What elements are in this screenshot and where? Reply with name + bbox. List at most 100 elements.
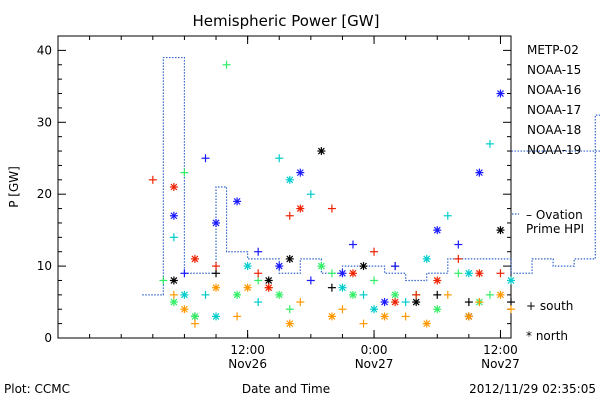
point-north-noaa-18 xyxy=(180,305,189,314)
point-north-noaa-16 xyxy=(243,262,252,271)
point-north-noaa-19 xyxy=(296,204,305,213)
point-south-noaa-17 xyxy=(485,290,494,299)
star-d2 xyxy=(275,291,283,299)
star-d2 xyxy=(170,183,178,191)
point-north-noaa-18 xyxy=(496,290,505,299)
point-south-noaa-17 xyxy=(454,269,463,278)
point-north-noaa-15 xyxy=(296,168,305,177)
point-south-noaa-18 xyxy=(359,319,368,328)
star-d2 xyxy=(423,320,431,328)
star-d2 xyxy=(381,298,389,306)
star-d2 xyxy=(497,226,504,234)
point-north-metp-02 xyxy=(169,276,178,285)
point-north-noaa-17 xyxy=(190,312,199,321)
point-south-noaa-17 xyxy=(159,276,168,285)
point-north-noaa-18 xyxy=(327,312,336,321)
point-south-noaa-16 xyxy=(201,290,210,299)
ovation-hpi-path xyxy=(142,56,600,296)
x-tick-time: 0:00 xyxy=(361,343,388,357)
star-d2 xyxy=(370,305,378,313)
point-south-noaa-19 xyxy=(327,204,336,213)
point-north-noaa-15 xyxy=(380,298,389,307)
point-south-noaa-16 xyxy=(169,233,178,242)
y-tick-label: 20 xyxy=(37,187,52,201)
point-north-noaa-17 xyxy=(169,298,178,307)
y-tick-label: 0 xyxy=(44,331,52,345)
star-d2 xyxy=(170,277,178,284)
point-south-noaa-15 xyxy=(391,262,400,271)
point-north-metp-02 xyxy=(285,254,294,263)
y-tick-label: 10 xyxy=(37,259,52,273)
point-north-metp-02 xyxy=(496,226,505,235)
star-d2 xyxy=(170,298,178,306)
legend: METP-02 NOAA-15 NOAA-16 NOAA-17 NOAA-18 NOAA-… xyxy=(512,43,584,343)
star-d2 xyxy=(244,284,252,292)
point-south-noaa-17 xyxy=(285,305,294,314)
point-north-noaa-17 xyxy=(433,305,442,314)
point-north-noaa-17 xyxy=(275,290,284,299)
star-d2 xyxy=(212,313,220,320)
point-north-noaa-19 xyxy=(475,269,484,278)
timestamp: 2012/11/29 02:35:05 xyxy=(469,382,596,396)
x-tick-date: Nov27 xyxy=(355,357,394,371)
star-d2 xyxy=(275,262,283,270)
data-points xyxy=(148,60,515,328)
point-south-metp-02 xyxy=(507,298,515,307)
star-d2 xyxy=(433,226,441,234)
legend-entry-noaa-16: NOAA-16 xyxy=(527,83,581,97)
star-d2 xyxy=(212,284,220,292)
plot-frame xyxy=(57,35,512,339)
point-south-noaa-18 xyxy=(169,290,178,299)
legend-entry-noaa-19: NOAA-19 xyxy=(527,143,581,157)
star-d2 xyxy=(412,298,420,306)
point-north-noaa-16 xyxy=(285,175,294,184)
point-north-noaa-18 xyxy=(422,319,431,328)
y-tick-label: 30 xyxy=(37,115,52,129)
legend-entry-noaa-17: NOAA-17 xyxy=(527,103,581,117)
star-d2 xyxy=(317,147,325,155)
point-south-noaa-19 xyxy=(285,211,294,220)
point-south-noaa-19 xyxy=(496,269,505,278)
point-north-noaa-18 xyxy=(464,312,473,321)
star-d2 xyxy=(191,313,199,320)
point-north-noaa-17 xyxy=(233,290,242,299)
point-north-noaa-15 xyxy=(338,269,347,278)
x-tick-time: 12:00 xyxy=(230,343,265,357)
legend-entry-metp-02: METP-02 xyxy=(527,43,579,57)
point-north-noaa-16 xyxy=(370,305,379,314)
chart-title: Hemispheric Power [GW] xyxy=(193,12,380,30)
point-north-noaa-19 xyxy=(348,269,357,278)
star-d2 xyxy=(180,291,188,299)
point-south-noaa-15 xyxy=(306,276,315,285)
point-south-noaa-17 xyxy=(327,269,336,278)
plot-credit: Plot: CCMC xyxy=(4,382,70,396)
x-tick-date: Nov26 xyxy=(228,357,267,371)
star-d2 xyxy=(423,255,431,263)
star-d2 xyxy=(339,269,346,277)
point-south-metp-02 xyxy=(433,290,442,299)
point-north-noaa-18 xyxy=(243,283,252,292)
point-north-noaa-15 xyxy=(233,197,242,206)
legend-marker-south: + south xyxy=(526,299,573,313)
star-d2 xyxy=(191,255,199,263)
point-south-noaa-19 xyxy=(454,254,463,263)
point-north-noaa-15 xyxy=(275,262,284,271)
point-north-noaa-16 xyxy=(212,312,221,321)
legend-marker-north: * north xyxy=(526,329,568,343)
star-d2 xyxy=(296,205,304,212)
point-south-noaa-19 xyxy=(148,175,157,184)
star-d2 xyxy=(433,277,441,284)
point-south-noaa-19 xyxy=(370,247,379,256)
point-south-noaa-15 xyxy=(201,154,210,163)
star-d2 xyxy=(507,277,515,284)
y-tick-label: 40 xyxy=(37,43,52,57)
star-d2 xyxy=(180,305,188,313)
point-north-metp-02 xyxy=(264,276,273,285)
point-south-noaa-15 xyxy=(454,240,463,249)
y-axis-label: P [GW] xyxy=(7,166,21,208)
point-south-noaa-16 xyxy=(359,290,368,299)
point-south-noaa-19 xyxy=(212,262,221,271)
point-north-noaa-16 xyxy=(180,290,189,299)
x-axis-label: Date and Time xyxy=(242,382,330,396)
legend-entry-noaa-18: NOAA-18 xyxy=(527,123,581,137)
